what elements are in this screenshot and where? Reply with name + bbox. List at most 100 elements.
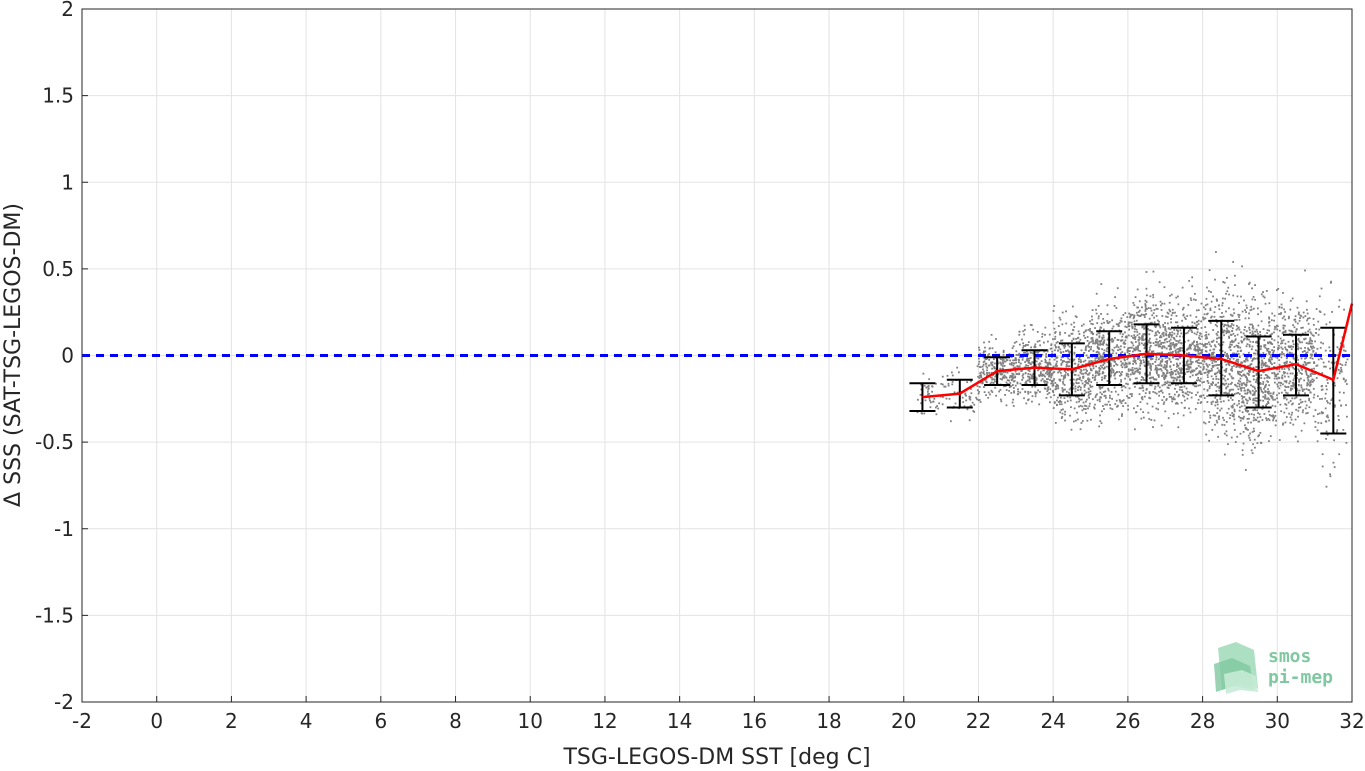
scatter-point [1250,413,1253,416]
scatter-point [1144,303,1147,305]
scatter-point [1185,362,1188,365]
scatter-point [1028,357,1031,360]
scatter-point [1034,385,1037,388]
scatter-point [1056,360,1058,363]
scatter-point [1272,352,1275,355]
scatter-point [1155,338,1158,341]
scatter-point [1085,398,1088,401]
scatter-point [1126,358,1129,361]
scatter-point [981,382,984,385]
scatter-point [1220,407,1223,410]
scatter-point [1116,344,1119,347]
scatter-point [1046,370,1048,373]
scatter-point [1222,400,1225,403]
scatter-point [1035,350,1038,353]
scatter-point [1117,358,1120,360]
scatter-point [1236,358,1238,361]
scatter-point [926,393,929,396]
scatter-point [1246,392,1248,395]
scatter-point [1256,397,1259,400]
scatter-point [1142,344,1145,346]
scatter-point [1239,406,1241,409]
scatter-point [1067,357,1070,360]
scatter-point [1124,366,1127,369]
scatter-point [1058,378,1061,381]
scatter-point [1181,286,1184,289]
scatter-point [1062,382,1065,385]
scatter-point [1273,365,1275,368]
scatter-point [1029,373,1032,376]
scatter-point [1165,382,1168,385]
scatter-point [1122,405,1124,408]
scatter-point [1280,306,1283,309]
scatter-point [1131,342,1134,345]
scatter-point [1196,367,1198,370]
scatter-point [1094,376,1096,379]
scatter-point [1288,412,1291,415]
scatter-point [1295,396,1298,399]
scatter-point [1194,347,1196,350]
scatter-point [1111,359,1114,362]
scatter-point [1105,343,1108,346]
scatter-point [1072,378,1075,381]
scatter-point [1177,412,1179,415]
scatter-point [1118,322,1121,324]
scatter-point [983,391,986,394]
scatter-point [1320,341,1323,344]
scatter-point [1102,334,1105,337]
scatter-point [1273,416,1276,419]
scatter-point [1098,335,1101,338]
scatter-point [920,402,923,405]
scatter-point [1291,335,1294,338]
scatter-point [1047,386,1049,389]
scatter-point [982,368,984,371]
x-tick-label: 18 [816,709,841,733]
scatter-point [1193,340,1196,343]
scatter-point [1172,342,1175,344]
scatter-point [1053,394,1056,397]
scatter-point [1162,371,1165,374]
scatter-point [1138,336,1141,339]
scatter-point [1176,321,1179,324]
scatter-point [1117,339,1120,341]
scatter-point [1068,393,1071,396]
scatter-point [1234,334,1237,337]
scatter-point [1255,381,1257,383]
scatter-point [1059,333,1061,336]
scatter-point [1221,343,1224,346]
scatter-point [1080,398,1083,401]
scatter-point [1193,292,1196,295]
scatter-point [1170,372,1173,375]
scatter-point [1129,313,1132,316]
scatter-point [1137,349,1140,352]
scatter-point [1022,344,1025,347]
scatter-point [1027,344,1029,346]
scatter-point [1083,389,1086,392]
scatter-point [1150,321,1153,324]
scatter-point [1027,364,1029,367]
scatter-point [1067,365,1069,368]
scatter-point [1075,379,1078,381]
scatter-point [958,371,960,374]
scatter-point [1204,326,1207,328]
scatter-point [1090,337,1093,340]
scatter-point [1137,346,1140,348]
scatter-point [1098,369,1101,372]
scatter-point [1096,370,1098,373]
scatter-point [1182,306,1185,309]
scatter-point [1212,359,1215,361]
scatter-point [1325,420,1328,423]
scatter-point [1181,376,1184,379]
scatter-point [1078,341,1081,344]
scatter-point [964,393,967,396]
scatter-point [1276,325,1279,327]
scatter-point [1228,293,1230,296]
scatter-point [1158,340,1161,342]
scatter-point [1166,370,1169,372]
scatter-point [1064,388,1066,391]
scatter-point [1131,366,1134,369]
scatter-point [1189,343,1192,346]
scatter-point [1280,356,1283,359]
scatter-point [1168,348,1171,351]
